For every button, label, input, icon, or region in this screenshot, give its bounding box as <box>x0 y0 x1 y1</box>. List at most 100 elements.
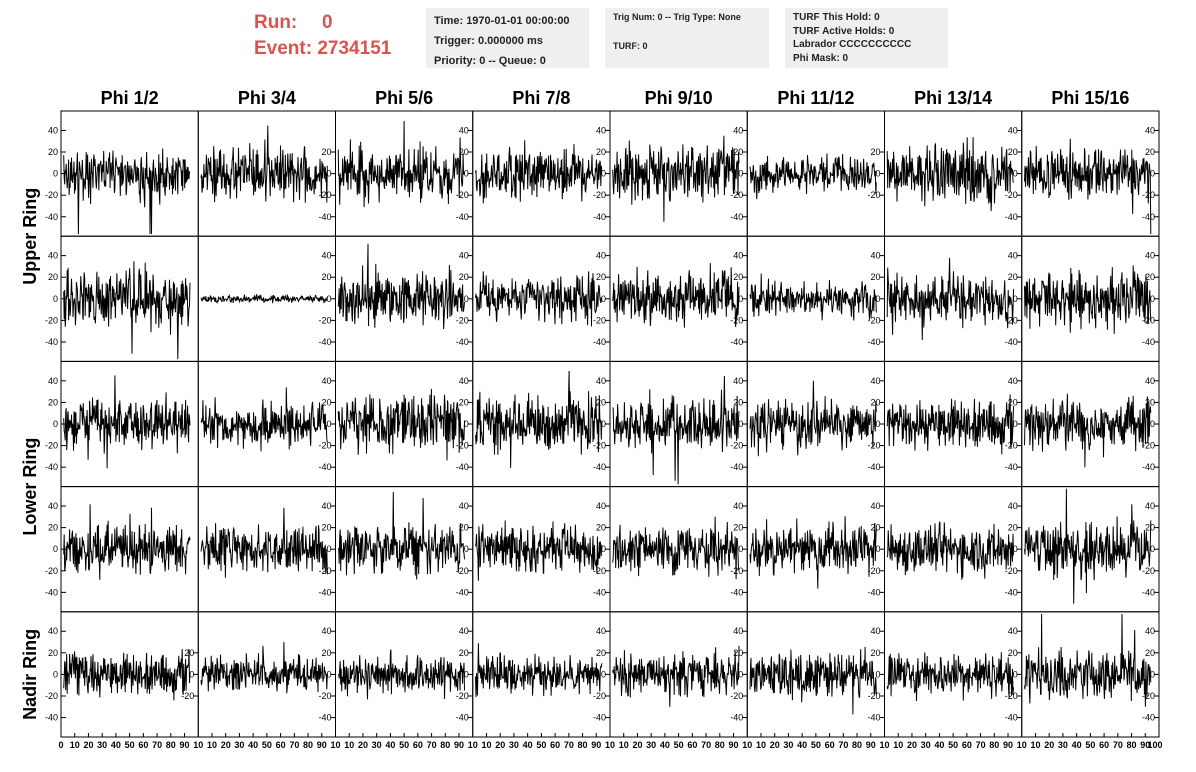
x-tick-label: 20 <box>221 740 231 750</box>
x-tick-label: 80 <box>852 740 862 750</box>
y-tick-label: -40 <box>593 713 606 723</box>
y-tick-label: 20 <box>321 397 331 407</box>
y-tick-label: 20 <box>48 397 58 407</box>
y-tick-label: 40 <box>596 501 606 511</box>
waveform-trace <box>749 516 877 589</box>
y-tick-label: -20 <box>1142 566 1155 576</box>
y-tick-label: 40 <box>733 376 743 386</box>
y-tick-label: -40 <box>730 462 743 472</box>
x-tick-label: 20 <box>358 740 368 750</box>
y-tick-label: -40 <box>730 713 743 723</box>
y-tick-label: -40 <box>730 587 743 597</box>
y-tick-label: 0 <box>464 294 469 304</box>
panel-frame <box>60 360 199 488</box>
y-tick-label: 20 <box>321 272 331 282</box>
y-tick-label: 0 <box>875 294 880 304</box>
x-tick-label: 20 <box>632 740 642 750</box>
event-label: Event: <box>254 38 313 59</box>
x-tick-label: 10 <box>193 740 203 750</box>
waveform-trace <box>337 491 465 580</box>
y-tick-label: 40 <box>1145 501 1155 511</box>
y-tick-label: 0 <box>326 169 331 179</box>
y-tick-label: 40 <box>1008 376 1018 386</box>
y-tick-label: -40 <box>1005 587 1018 597</box>
y-tick-label: 0 <box>601 419 606 429</box>
y-tick-label: 40 <box>459 251 469 261</box>
y-tick-label: 20 <box>870 523 880 533</box>
row-group-label: Lower Ring <box>20 438 40 536</box>
phi-mask-text: Phi Mask: 0 <box>793 52 849 64</box>
time-text: Time: 1970-01-01 00:00:00 <box>434 15 570 27</box>
x-tick-label: 50 <box>811 740 821 750</box>
waveform-trace <box>1024 613 1152 707</box>
x-tick-label: 50 <box>125 740 135 750</box>
y-tick-label: -40 <box>867 713 880 723</box>
y-tick-label: 40 <box>596 626 606 636</box>
waveform-trace <box>612 516 740 580</box>
y-tick-label: 40 <box>1145 626 1155 636</box>
waveform-trace <box>612 263 740 328</box>
x-tick-label: 10 <box>756 740 766 750</box>
x-tick-label: 10 <box>344 740 354 750</box>
x-tick-label: 80 <box>303 740 313 750</box>
y-tick-label: -20 <box>456 190 469 200</box>
x-tick-label: 90 <box>729 740 739 750</box>
y-tick-label: 40 <box>48 251 58 261</box>
x-tick-label: 60 <box>550 740 560 750</box>
y-tick-label: -20 <box>318 441 331 451</box>
y-tick-label: 0 <box>601 669 606 679</box>
y-tick-label: 20 <box>596 147 606 157</box>
y-tick-label: -20 <box>1005 566 1018 576</box>
y-tick-label: 40 <box>459 376 469 386</box>
x-tick-label: 40 <box>523 740 533 750</box>
y-tick-label: 40 <box>733 251 743 261</box>
y-tick-label: -20 <box>318 190 331 200</box>
y-tick-label: 0 <box>1013 169 1018 179</box>
y-tick-label: 20 <box>733 397 743 407</box>
y-tick-label: 20 <box>321 523 331 533</box>
y-tick-label: -40 <box>1005 212 1018 222</box>
y-tick-label: -40 <box>318 337 331 347</box>
y-tick-label: -20 <box>867 190 880 200</box>
y-tick-label: 0 <box>1150 169 1155 179</box>
y-tick-label: 0 <box>1013 669 1018 679</box>
y-tick-label: 40 <box>870 626 880 636</box>
y-tick-label: 0 <box>326 669 331 679</box>
x-tick-label: 50 <box>1085 740 1095 750</box>
x-tick-label: 10 <box>893 740 903 750</box>
x-tick-label: 90 <box>454 740 464 750</box>
waveform-trace <box>337 120 465 208</box>
y-tick-label: 0 <box>326 419 331 429</box>
y-tick-label: 40 <box>321 501 331 511</box>
waveform-trace <box>200 507 328 578</box>
waveform-trace <box>475 370 603 468</box>
y-tick-label: -40 <box>1142 587 1155 597</box>
x-tick-label: 30 <box>921 740 931 750</box>
y-tick-label: -40 <box>456 462 469 472</box>
y-tick-label: 0 <box>875 419 880 429</box>
y-tick-label: 40 <box>596 125 606 135</box>
y-tick-label: 20 <box>733 147 743 157</box>
waveform-trace <box>200 642 328 694</box>
y-tick-label: 0 <box>464 419 469 429</box>
y-tick-label: -20 <box>867 691 880 701</box>
y-tick-label: 20 <box>596 397 606 407</box>
x-tick-label: 10 <box>1017 740 1027 750</box>
y-tick-label: -40 <box>318 212 331 222</box>
y-tick-label: 20 <box>459 648 469 658</box>
y-tick-label: 40 <box>1145 251 1155 261</box>
y-tick-label: 20 <box>1145 147 1155 157</box>
x-tick-label: 90 <box>1003 740 1013 750</box>
y-tick-label: -40 <box>318 462 331 472</box>
x-tick-label: 80 <box>166 740 176 750</box>
x-tick-label: 80 <box>578 740 588 750</box>
waveform-trace <box>749 646 877 715</box>
waveform-trace <box>886 652 1014 702</box>
waveform-trace <box>1024 488 1152 604</box>
y-tick-label: -40 <box>1142 713 1155 723</box>
waveform-trace <box>886 137 1014 212</box>
y-tick-label: 20 <box>1145 272 1155 282</box>
y-tick-label: 0 <box>738 169 743 179</box>
waveform-trace <box>200 387 328 452</box>
y-tick-label: 40 <box>733 626 743 636</box>
